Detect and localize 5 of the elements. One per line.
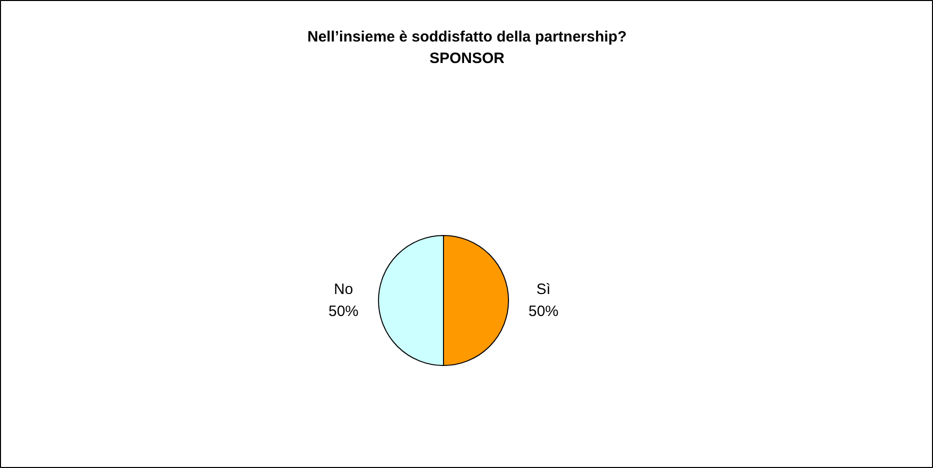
- slice-label: Sì: [536, 280, 551, 298]
- data-label: 50%: [328, 303, 359, 320]
- slice-label: No: [334, 280, 354, 298]
- chart-title: Nell’insieme è soddisfatto della partnership? SPONSOR: [307, 28, 627, 67]
- data-label: 50%: [528, 303, 559, 320]
